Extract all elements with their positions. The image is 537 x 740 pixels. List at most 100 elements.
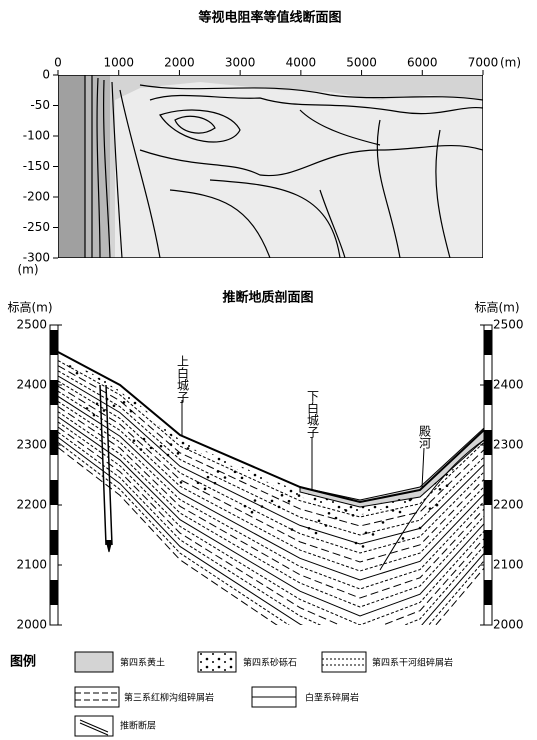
y-tick-label: -50 <box>30 98 50 112</box>
geologic-section <box>58 352 484 670</box>
pebble <box>187 447 190 450</box>
pebble <box>133 439 136 442</box>
place-label: 上白城子 <box>176 355 190 403</box>
right-tick-label: 2500 <box>493 318 524 332</box>
left-tick-label: 2100 <box>16 558 47 572</box>
pebble <box>214 482 217 485</box>
legend-item: 第四系砂砾石 <box>243 657 297 669</box>
pebble <box>204 488 207 491</box>
pebble <box>345 509 348 512</box>
legend-title: 图例 <box>10 654 36 670</box>
x-tick-label: 4000 <box>286 56 317 70</box>
pebble <box>96 402 99 405</box>
bar-segment <box>50 530 58 555</box>
right-tick-label: 2000 <box>493 618 524 632</box>
pebble <box>234 471 237 474</box>
figure: 等视电阻率等值线断面图 (m) (m) 推断地质剖面图 标高(m) 标高(m) … <box>0 0 537 740</box>
section-title: 推断地质剖面图 <box>222 290 313 306</box>
x-unit: (m) <box>500 56 521 70</box>
y-tick-label: -200 <box>23 190 50 204</box>
pebble <box>69 365 72 368</box>
bar-segment <box>484 430 492 455</box>
pebble <box>439 488 442 491</box>
bar-segment <box>484 580 492 605</box>
x-tick-label: 0 <box>54 56 62 70</box>
pebble <box>197 482 200 485</box>
place-label: 殿河 <box>418 425 432 449</box>
y-tick-label: 0 <box>42 68 50 82</box>
pebble <box>402 537 405 540</box>
strata <box>58 371 484 535</box>
pebble <box>241 477 244 480</box>
pebble <box>365 532 368 535</box>
pebble <box>372 533 375 536</box>
pebble <box>140 448 143 451</box>
pebble <box>325 524 328 527</box>
left-axis-label: 标高(m) <box>7 300 52 315</box>
fault <box>106 540 112 552</box>
bar-segment <box>484 480 492 505</box>
pebble <box>352 514 355 517</box>
pebble <box>167 454 170 457</box>
pebble <box>76 372 79 375</box>
legend-item: 推断断层 <box>120 720 156 732</box>
legend: 图例 第四系黄土 第四系砂砾石 第四系干河组碎屑岩 第三系红柳沟组碎屑岩 白垩系… <box>10 652 453 736</box>
left-tick-label: 2000 <box>16 618 47 632</box>
pebble <box>217 470 220 473</box>
pebble <box>382 521 385 524</box>
pebble <box>180 481 183 484</box>
bar-segment <box>50 430 58 455</box>
pebble <box>150 447 153 450</box>
pebble <box>93 414 96 417</box>
pebble <box>86 407 89 410</box>
pebble <box>130 410 133 413</box>
pebble <box>281 494 284 497</box>
pebble <box>244 505 247 508</box>
strata <box>58 432 484 643</box>
y-unit: (m) <box>17 263 38 277</box>
pebble <box>409 499 412 502</box>
left-tick-label: 2400 <box>16 378 47 392</box>
pebble <box>436 504 439 507</box>
pointer <box>422 448 424 488</box>
y-tick-label: -150 <box>23 159 50 173</box>
pebble <box>123 401 126 404</box>
x-tick-label: 6000 <box>407 56 438 70</box>
right-axis-label: 标高(m) <box>474 300 519 315</box>
pebble <box>315 532 318 535</box>
pebble <box>392 509 395 512</box>
pebble <box>318 519 321 522</box>
legend-item: 第四系干河组碎屑岩 <box>372 657 453 669</box>
pebble <box>335 517 338 520</box>
contour-plot <box>58 75 483 258</box>
y-tick-label: -100 <box>23 129 50 143</box>
y-tick-label: -300 <box>23 251 50 265</box>
pebble <box>160 445 163 448</box>
place-label: 下白城子 <box>306 390 320 438</box>
x-tick-label: 1000 <box>103 56 134 70</box>
pebble <box>429 507 432 510</box>
right-tick-label: 2200 <box>493 498 524 512</box>
bar-segment <box>50 380 58 405</box>
pebble <box>271 500 274 503</box>
pebble <box>399 511 402 514</box>
pebble <box>298 494 301 497</box>
pebble <box>278 506 281 509</box>
x-tick-label: 2000 <box>164 56 195 70</box>
right-tick-label: 2100 <box>493 558 524 572</box>
pebble <box>170 443 173 446</box>
pebble <box>446 484 449 487</box>
pebble <box>251 511 254 514</box>
left-tick-label: 2200 <box>16 498 47 512</box>
pebble <box>177 452 180 455</box>
legend-item: 白垩系碎屑岩 <box>305 692 359 704</box>
right-tick-label: 2400 <box>493 378 524 392</box>
x-tick-label: 3000 <box>225 56 256 70</box>
bar-segment <box>484 530 492 555</box>
bar-segment <box>50 480 58 505</box>
pebble <box>113 405 116 408</box>
pebble <box>207 476 210 479</box>
legend-item: 第四系黄土 <box>120 657 165 669</box>
legend-item: 第三系红柳沟组碎屑岩 <box>124 692 214 704</box>
pebble <box>288 500 291 503</box>
